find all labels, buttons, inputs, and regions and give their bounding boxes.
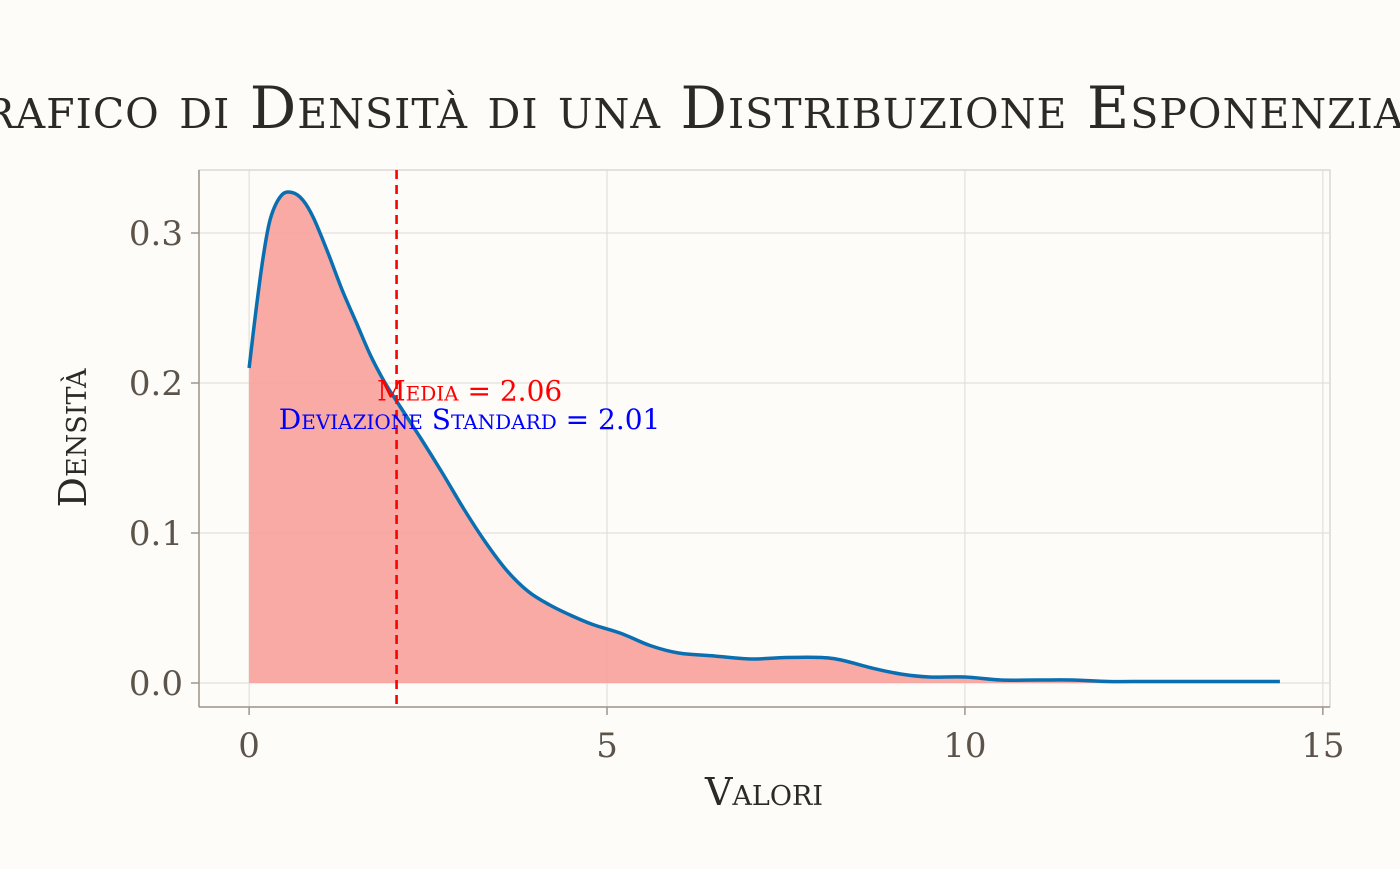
x-tick-label: 10 — [943, 726, 986, 766]
density-curve — [247, 190, 1280, 684]
x-tick-label: 5 — [596, 726, 618, 766]
x-axis-title: Valori — [704, 770, 823, 814]
density-area — [249, 191, 1280, 684]
y-tick-label: 0.0 — [129, 664, 183, 704]
y-axis-title: Densità — [51, 368, 95, 507]
sd-annotation: Deviazione Standard = 2.01 — [279, 403, 661, 436]
chart-title: Grafico di Densità di una Distribuzione … — [0, 74, 1400, 142]
y-tick-label: 0.1 — [129, 514, 183, 554]
mean-annotation: Media = 2.06 — [377, 375, 562, 408]
x-tick-label: 15 — [1301, 726, 1344, 766]
area-layer — [249, 191, 1280, 684]
y-tick-label: 0.2 — [129, 364, 183, 404]
axis-layer: 0.0 0.1 0.2 0.3 0 5 10 15 — [129, 170, 1344, 766]
y-tick-label: 0.3 — [129, 214, 183, 254]
x-tick-label: 0 — [238, 726, 260, 766]
line-layer — [247, 190, 1280, 684]
